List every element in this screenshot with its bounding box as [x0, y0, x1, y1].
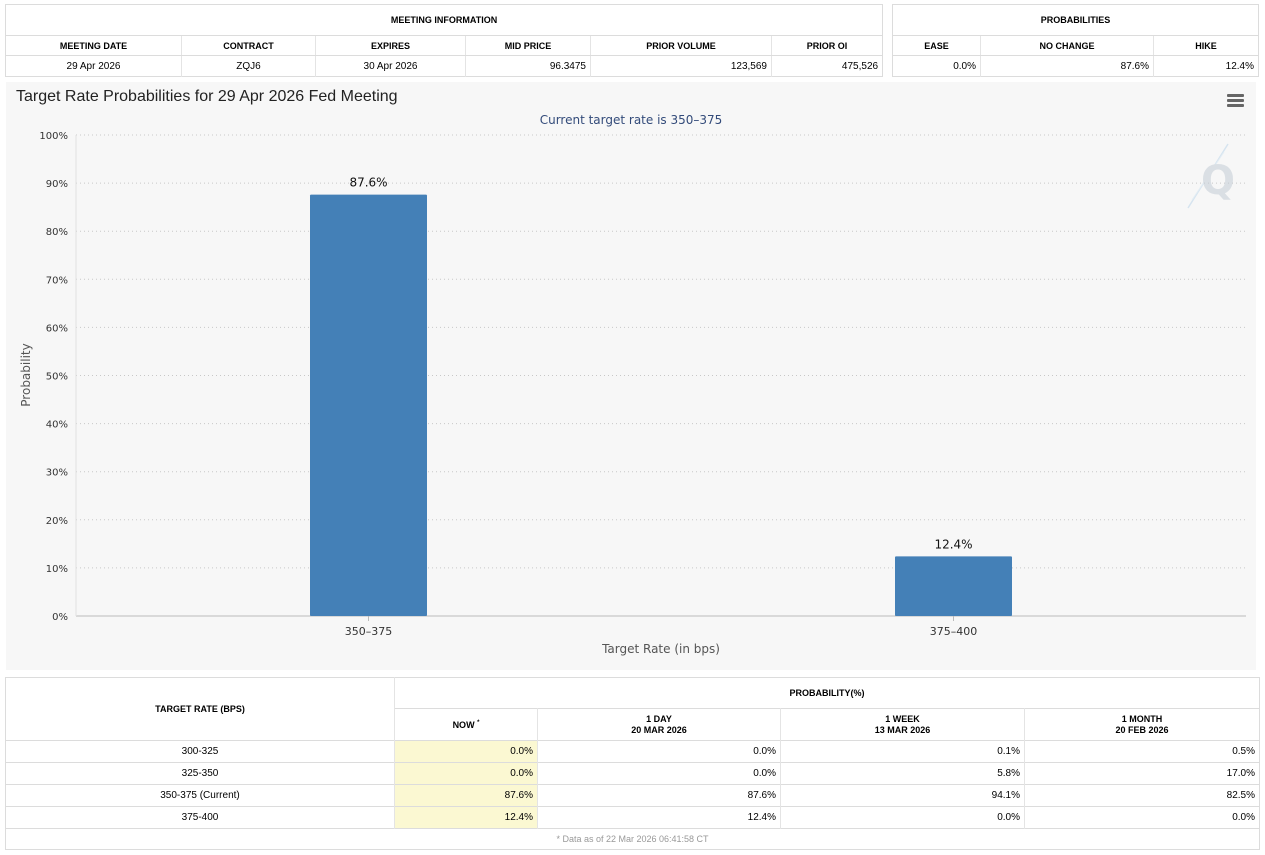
month-cell: 82.5% [1024, 784, 1260, 807]
day-cell: 87.6% [537, 784, 781, 807]
table-row: 350-375 (Current) 87.6% 87.6% 94.1% 82.5… [5, 784, 1260, 807]
month-cell: 0.0% [1024, 806, 1260, 829]
month-cell: 0.5% [1024, 740, 1260, 763]
expires-value: 30 Apr 2026 [315, 55, 466, 77]
rate-cell: 300-325 [5, 740, 395, 763]
now-cell: 0.0% [394, 740, 538, 763]
day-cell: 12.4% [537, 806, 781, 829]
x-tick-labels: 350–375 375–400 [345, 625, 978, 638]
bar[interactable] [895, 556, 1012, 616]
meeting-information-title: MEETING INFORMATION [5, 4, 883, 36]
col-1-week: 1 WEEK 13 MAR 2026 [780, 708, 1025, 741]
probabilities-table: PROBABILITIES EASE NO CHANGE HIKE 0.0% 8… [892, 4, 1260, 77]
grid-lines [76, 134, 1246, 569]
meeting-date-value: 29 Apr 2026 [5, 55, 182, 77]
quikstrike-logo-icon: Q [1187, 143, 1235, 209]
chart-title: Target Rate Probabilities for 29 Apr 202… [16, 88, 398, 105]
week-cell: 94.1% [780, 784, 1025, 807]
probabilities-title: PROBABILITIES [892, 4, 1259, 36]
ease-value: 0.0% [892, 55, 981, 77]
col-hike: HIKE [1153, 35, 1259, 56]
y-tick-label: 10% [46, 564, 68, 575]
month-cell: 17.0% [1024, 762, 1260, 785]
col-mid-price: MID PRICE [465, 35, 591, 56]
hike-value: 12.4% [1225, 60, 1255, 72]
col-prior-oi: PRIOR OI [771, 35, 883, 56]
table-row: 325-350 0.0% 0.0% 5.8% 17.0% [5, 762, 1260, 785]
table-row: 300-325 0.0% 0.0% 0.1% 0.5% [5, 740, 1260, 763]
x-axis-title: Target Rate (in bps) [601, 642, 720, 656]
week-cell: 0.1% [780, 740, 1025, 763]
mid-price-value: 96.3475 [465, 55, 591, 77]
y-tick-label: 60% [46, 323, 68, 334]
col-prior-volume: PRIOR VOLUME [590, 35, 772, 56]
target-rate-table: TARGET RATE (BPS) PROBABILITY(%) NOW * 1… [5, 677, 1260, 850]
day-cell: 0.0% [537, 762, 781, 785]
col-now: NOW * [394, 708, 538, 741]
y-axis-title: Probability [19, 343, 33, 406]
prior-oi-value: 475,526 [841, 60, 879, 72]
y-tick-label: 80% [46, 227, 68, 238]
now-cell: 12.4% [394, 806, 538, 829]
hamburger-menu-icon[interactable] [1227, 94, 1244, 107]
now-cell: 0.0% [394, 762, 538, 785]
col-1-month: 1 MONTH 20 FEB 2026 [1024, 708, 1260, 741]
watermark-letter: Q [1201, 158, 1235, 204]
col-contract: CONTRACT [181, 35, 316, 56]
week-cell: 5.8% [780, 762, 1025, 785]
y-tick-label: 40% [46, 420, 68, 431]
prior-volume-value: 123,569 [590, 55, 772, 77]
table-row: 375-400 12.4% 12.4% 0.0% 0.0% [5, 806, 1260, 829]
y-tick-labels: 0% 10% 20% 30% 40% 50% 60% 70% 80% 90% 100% [39, 131, 68, 623]
rate-cell: 375-400 [5, 806, 395, 829]
rate-cell: 350-375 (Current) [5, 784, 395, 807]
target-rate-header: TARGET RATE (BPS) [5, 677, 395, 741]
y-tick-label: 20% [46, 516, 68, 527]
col-expires: EXPIRES [315, 35, 466, 56]
y-tick-label: 0% [52, 612, 68, 623]
day-cell: 0.0% [537, 740, 781, 763]
x-tick-label: 350–375 [345, 625, 393, 638]
y-tick-label: 90% [46, 179, 68, 190]
data-label: 87.6% [349, 176, 387, 190]
col-1-day: 1 DAY 20 MAR 2026 [537, 708, 781, 741]
chart-panel: 0% 10% 20% 30% 40% 50% 60% 70% 80% 90% 100% 87.6% 1… [6, 82, 1256, 670]
col-meeting-date: MEETING DATE [5, 35, 182, 56]
data-labels: 87.6% 12.4% [349, 176, 972, 552]
data-label: 12.4% [934, 537, 972, 551]
chart-subtitle: Current target rate is 350–375 [540, 113, 723, 127]
y-tick-label: 70% [46, 275, 68, 286]
data-timestamp-footnote: * Data as of 22 Mar 2026 06:41:58 CT [5, 828, 1260, 850]
x-tick-label: 375–400 [930, 625, 978, 638]
y-tick-label: 100% [39, 131, 68, 142]
week-cell: 0.0% [780, 806, 1025, 829]
col-ease: EASE [892, 35, 981, 56]
y-tick-label: 30% [46, 468, 68, 479]
bar-chart: 0% 10% 20% 30% 40% 50% 60% 70% 80% 90% 100% 87.6% 1… [19, 113, 1246, 656]
y-tick-label: 50% [46, 372, 68, 383]
bar[interactable] [310, 194, 427, 617]
now-cell: 87.6% [394, 784, 538, 807]
probability-header: PROBABILITY(%) [789, 688, 865, 698]
bars [310, 194, 1012, 617]
col-no-change: NO CHANGE [980, 35, 1154, 56]
axes [75, 135, 1246, 621]
no-change-value: 87.6% [980, 55, 1154, 77]
meeting-information-table: MEETING INFORMATION MEETING DATE CONTRAC… [5, 4, 884, 77]
contract-value: ZQJ6 [181, 55, 316, 77]
rate-cell: 325-350 [5, 762, 395, 785]
